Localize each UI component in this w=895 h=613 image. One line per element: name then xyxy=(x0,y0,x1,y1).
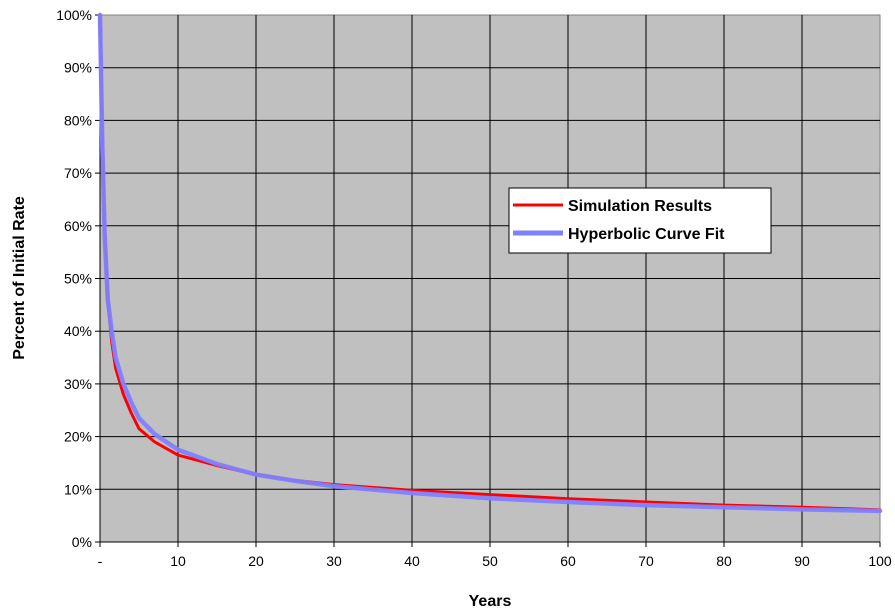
tick-labels: - 10 20 30 40 50 60 70 80 90 100 0% 10% 20% 30% 40% 50% 6… xyxy=(56,7,892,569)
y-axis-title: Percent of Initial Rate xyxy=(11,196,28,360)
y-tick-label: 20% xyxy=(64,429,92,445)
series-lines xyxy=(97,12,883,514)
legend-label-hyperbolic-curve-fit: Hyperbolic Curve Fit xyxy=(568,226,725,243)
y-tick-label: 100% xyxy=(56,7,92,23)
y-tick-label: 90% xyxy=(64,60,92,76)
series-line-hyperbolic-curve-fit xyxy=(97,12,883,514)
x-axis-title: Years xyxy=(469,593,512,610)
y-tick-label: 70% xyxy=(64,165,92,181)
x-tick-label: 50 xyxy=(482,553,498,569)
x-tick-label: 10 xyxy=(170,553,186,569)
legend: Simulation Results Hyperbolic Curve Fit xyxy=(508,187,772,254)
x-tick-label: 40 xyxy=(404,553,420,569)
x-tick-label: - xyxy=(98,553,103,569)
y-tick-label: 80% xyxy=(64,112,92,128)
gridlines xyxy=(95,14,881,547)
y-tick-label: 30% xyxy=(64,376,92,392)
y-tick-label: 10% xyxy=(64,481,92,497)
y-tick-label: 40% xyxy=(64,323,92,339)
x-tick-label: 90 xyxy=(794,553,810,569)
y-tick-label: 60% xyxy=(64,218,92,234)
x-tick-label: 100 xyxy=(868,553,892,569)
x-tick-label: 80 xyxy=(716,553,732,569)
legend-box xyxy=(508,187,772,254)
legend-label-simulation-results: Simulation Results xyxy=(568,198,712,215)
x-tick-label: 60 xyxy=(560,553,576,569)
x-tick-label: 20 xyxy=(248,553,264,569)
x-tick-label: 30 xyxy=(326,553,342,569)
y-tick-label: 50% xyxy=(64,271,92,287)
y-tick-label: 0% xyxy=(72,534,92,550)
x-tick-label: 70 xyxy=(638,553,654,569)
